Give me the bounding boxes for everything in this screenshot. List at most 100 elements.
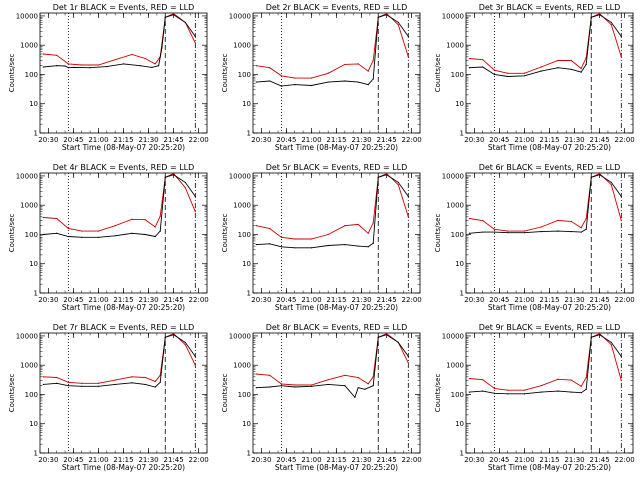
data-point-events: [122, 63, 125, 65]
data-point-events: [269, 243, 271, 245]
data-point-lld: [507, 389, 509, 391]
data-point-events: [557, 67, 559, 69]
data-point-lld: [620, 56, 622, 58]
series-line-lld: [43, 333, 196, 384]
data-point-lld: [585, 217, 587, 220]
x-tick-label: 21:45: [377, 456, 397, 464]
y-tick-label: 10: [29, 420, 38, 428]
x-tick-label: 22:00: [189, 296, 209, 304]
data-point-events: [106, 66, 108, 68]
data-point-lld: [580, 67, 582, 70]
data-point-events: [599, 174, 601, 176]
data-point-lld: [131, 376, 133, 378]
data-point-events: [493, 392, 495, 394]
y-tick-label: 100: [238, 231, 251, 239]
x-tick-label: 20:45: [489, 136, 509, 144]
series-line-lld: [256, 333, 409, 386]
data-point-events: [580, 231, 582, 233]
data-point-events: [164, 16, 166, 18]
x-tick-label: 20:45: [276, 136, 296, 144]
data-point-lld: [184, 186, 186, 189]
data-point-lld: [570, 59, 572, 62]
series-line-events: [43, 14, 196, 69]
data-point-lld: [482, 59, 484, 61]
x-axis-label: Start Time (08-May-07 20:25:20): [275, 303, 398, 312]
plot-area: [468, 173, 622, 293]
data-point-lld: [468, 57, 470, 60]
series-line-events: [469, 334, 622, 395]
data-point-lld: [523, 230, 526, 232]
data-point-events: [81, 236, 83, 238]
data-point-lld: [114, 379, 116, 381]
y-tick-label: 1000: [446, 202, 464, 210]
chart-svg: Det 5r BLACK = Events, RED = LLD 1 10 100 10…: [221, 163, 422, 312]
chart-panel-1: Det 1r BLACK = Events, RED = LLD 1 10 100 10…: [0, 0, 213, 160]
series-line-events: [469, 174, 622, 234]
x-axis-label: Start Time (08-May-07 20:25:20): [488, 143, 611, 152]
data-point-lld: [523, 389, 526, 391]
data-point-lld: [580, 227, 582, 229]
data-point-events: [357, 387, 359, 389]
data-point-lld: [81, 230, 83, 232]
x-tick-label: 20:45: [63, 136, 83, 144]
data-point-lld: [468, 217, 470, 220]
series-line-lld: [469, 173, 622, 232]
chart-title: Det 2r BLACK = Events, RED = LLD: [266, 3, 408, 12]
chart-svg: Det 1r BLACK = Events, RED = LLD 1 10 100 10…: [8, 3, 209, 152]
x-tick-label: 20:30: [464, 456, 484, 464]
y-axis-label: Counts/sec: [434, 54, 442, 93]
data-point-lld: [407, 56, 409, 58]
x-tick-label: 21:45: [590, 136, 610, 144]
data-point-events: [599, 14, 601, 16]
chart-panel-3: Det 3r BLACK = Events, RED = LLD 1 10 100 10…: [426, 0, 639, 160]
data-point-events: [97, 385, 100, 387]
data-point-lld: [67, 63, 69, 65]
chart-panel-6: Det 6r BLACK = Events, RED = LLD 1 10 100 10…: [426, 160, 639, 320]
data-point-lld: [386, 13, 388, 15]
series-line-events: [43, 174, 196, 238]
data-point-lld: [310, 384, 313, 386]
data-point-events: [397, 341, 399, 344]
y-tick-label: 1: [247, 290, 251, 298]
data-point-events: [194, 355, 196, 357]
x-tick-label: 20:30: [251, 136, 271, 144]
y-axis-label: Counts/sec: [8, 374, 16, 413]
series-line-events: [469, 14, 622, 77]
data-point-events: [42, 383, 44, 386]
chart-title: Det 1r BLACK = Events, RED = LLD: [53, 3, 195, 12]
data-point-events: [386, 174, 388, 176]
data-point-lld: [310, 238, 313, 240]
data-point-lld: [194, 364, 196, 366]
y-tick-label: 1000: [446, 42, 464, 50]
x-tick-label: 21:30: [351, 296, 371, 304]
data-point-events: [294, 386, 296, 388]
data-point-lld: [42, 53, 44, 55]
x-tick-label: 22:00: [402, 296, 422, 304]
data-point-lld: [280, 383, 282, 385]
data-point-events: [407, 35, 409, 37]
data-point-events: [161, 47, 163, 49]
data-point-lld: [344, 374, 346, 376]
data-point-events: [580, 392, 582, 394]
data-point-events: [157, 65, 160, 67]
data-point-lld: [386, 333, 388, 335]
x-tick-label: 20:45: [489, 296, 509, 304]
data-point-events: [194, 35, 196, 37]
data-point-lld: [523, 72, 526, 74]
data-point-lld: [610, 24, 612, 26]
data-point-lld: [585, 376, 587, 379]
data-point-lld: [131, 218, 133, 220]
y-tick-label: 1000: [233, 202, 251, 210]
data-point-lld: [372, 59, 374, 62]
data-point-events: [67, 385, 69, 387]
chart-panel-8: Det 8r BLACK = Events, RED = LLD 1 10 100 10…: [213, 320, 426, 480]
y-tick-label: 1: [247, 450, 251, 458]
y-tick-label: 10000: [16, 12, 38, 20]
data-point-events: [557, 230, 559, 232]
data-point-lld: [280, 236, 282, 238]
plot-frame: [252, 332, 421, 454]
y-tick-label: 1: [34, 450, 38, 458]
x-tick-label: 22:00: [615, 136, 635, 144]
x-tick-label: 21:15: [326, 296, 346, 304]
data-point-events: [590, 176, 592, 178]
